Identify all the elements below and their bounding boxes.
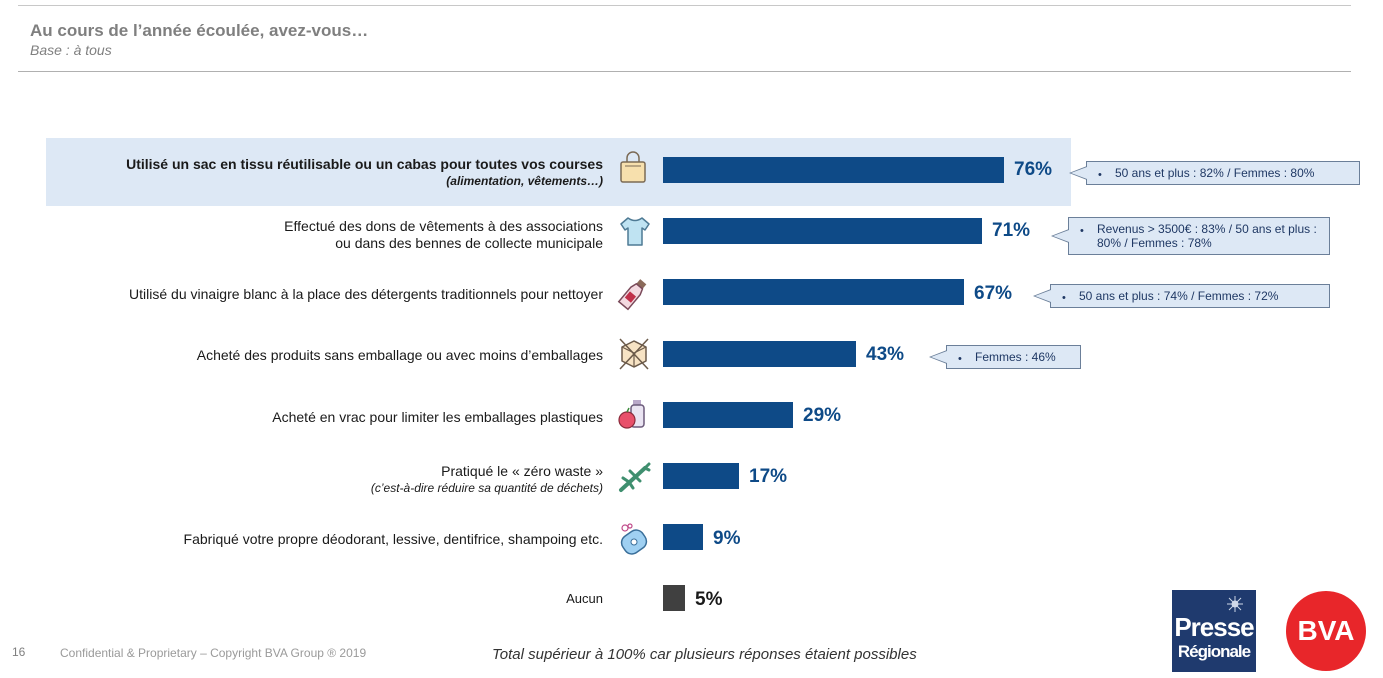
logo-presse-word: Presse xyxy=(1174,612,1254,642)
category-label-line1: Acheté en vrac pour limiter les emballag… xyxy=(272,409,603,425)
bar-7 xyxy=(663,585,685,611)
bar-5 xyxy=(663,463,739,489)
bulk-food-icon xyxy=(615,396,651,432)
fish-bone-icon xyxy=(615,460,651,496)
crossed-box-icon xyxy=(616,335,652,371)
category-label: Effectué des dons de vêtements à des ass… xyxy=(284,218,603,252)
presse-regionale-logo: Presse Régionale xyxy=(1172,590,1256,672)
category-label: Utilisé un sac en tissu réutilisable ou … xyxy=(126,156,603,190)
value-label-0: 76% xyxy=(1014,159,1053,180)
header-divider xyxy=(18,71,1351,72)
copyright-text: Confidential & Proprietary – Copyright B… xyxy=(60,646,367,660)
callout-1: Revenus > 3500€ : 83% / 50 ans et plus :… xyxy=(1051,217,1330,255)
callout-text: Femmes : 46% xyxy=(975,350,1056,364)
page-title: Au cours de l’année écoulée, avez-vous… xyxy=(30,21,369,40)
vinegar-bottle-icon xyxy=(615,276,651,312)
category-label-line2: (alimentation, vêtements…) xyxy=(446,174,603,188)
page-number: 16 xyxy=(12,645,26,659)
category-label-line1: Aucun xyxy=(566,591,603,606)
callout-text: Revenus > 3500€ : 83% / 50 ans et plus :… xyxy=(1097,222,1317,250)
callout-text: 50 ans et plus : 82% / Femmes : 80% xyxy=(1115,166,1315,180)
value-label-6: 9% xyxy=(713,528,741,549)
tshirt-icon xyxy=(617,213,653,249)
category-label: Acheté des produits sans emballage ou av… xyxy=(197,347,603,364)
footnote: Total supérieur à 100% car plusieurs rép… xyxy=(492,646,917,663)
value-label-4: 29% xyxy=(803,405,842,426)
shopping-bag-icon xyxy=(615,150,651,186)
value-label-7: 5% xyxy=(695,589,723,610)
top-divider xyxy=(18,5,1351,6)
callout-pointer xyxy=(1069,166,1087,180)
category-label: Pratiqué le « zéro waste » (c’est-à-dire… xyxy=(371,463,603,497)
category-label-line1: Utilisé du vinaigre blanc à la place des… xyxy=(129,286,603,302)
category-label: Utilisé du vinaigre blanc à la place des… xyxy=(129,286,603,303)
bar-4 xyxy=(663,402,793,428)
value-label-1: 71% xyxy=(992,220,1031,241)
bar-0 xyxy=(663,157,1004,183)
category-label-line2: ou dans des bennes de collecte municipal… xyxy=(335,235,603,251)
logo-regionale-word: Régionale xyxy=(1177,642,1251,661)
category-label-line1: Acheté des produits sans emballage ou av… xyxy=(196,347,603,363)
callout-2: 50 ans et plus : 74% / Femmes : 72% xyxy=(1033,284,1330,308)
category-label: Acheté en vrac pour limiter les emballag… xyxy=(272,409,603,426)
category-label-line2: (c’est-à-dire réduire sa quantité de déc… xyxy=(370,481,603,495)
category-label-line1: Fabriqué votre propre déodorant, lessive… xyxy=(183,531,603,547)
bar-3 xyxy=(663,341,856,367)
category-label-line1: Utilisé un sac en tissu réutilisable ou … xyxy=(126,156,603,172)
callout-pointer xyxy=(929,350,947,364)
callout-3: Femmes : 46% xyxy=(929,345,1081,369)
value-label-5: 17% xyxy=(749,466,788,487)
callout-pointer xyxy=(1033,289,1051,303)
category-label: Fabriqué votre propre déodorant, lessive… xyxy=(184,531,603,548)
value-label-2: 67% xyxy=(974,283,1013,304)
soap-icon xyxy=(616,522,652,558)
bar-2 xyxy=(663,279,964,305)
bar-1 xyxy=(663,218,982,244)
callout-pointer xyxy=(1051,229,1069,243)
category-label: Aucun xyxy=(566,590,603,607)
callout-0: 50 ans et plus : 82% / Femmes : 80% xyxy=(1069,161,1360,185)
category-label-line1: Pratiqué le « zéro waste » xyxy=(441,463,603,479)
callout-text: 50 ans et plus : 74% / Femmes : 72% xyxy=(1079,289,1279,303)
category-label-line1: Effectué des dons de vêtements à des ass… xyxy=(284,218,603,234)
bva-logo: BVA xyxy=(1286,591,1366,671)
value-label-3: 43% xyxy=(866,344,905,365)
bar-6 xyxy=(663,524,703,550)
page-subtitle: Base : à tous xyxy=(30,42,112,58)
